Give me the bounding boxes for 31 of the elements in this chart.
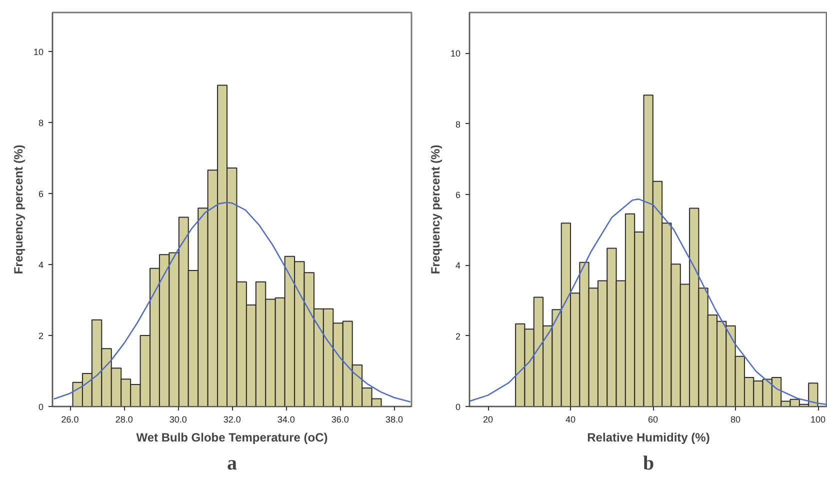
y-tick-label: 10 xyxy=(33,47,44,58)
x-axis-title: Relative Humidity (%) xyxy=(587,430,710,444)
y-tick-label: 10 xyxy=(450,48,461,59)
y-tick-label: 8 xyxy=(455,119,461,130)
text: b xyxy=(642,452,654,474)
x-tick-label: 38.0 xyxy=(385,414,403,424)
y-tick-label: 6 xyxy=(38,189,44,200)
x-axis-title: Wet Bulb Globe Temperature (oC) xyxy=(136,430,328,444)
y-tick-label: 6 xyxy=(455,190,461,200)
y-tick-label: 2 xyxy=(455,331,461,342)
y-tick-label: 0 xyxy=(38,402,44,412)
y-axis-title: Frequency percent (%) xyxy=(428,144,442,274)
x-tick-label: 80 xyxy=(730,414,741,424)
x-tick-label: 100 xyxy=(810,414,826,424)
y-tick-label: 4 xyxy=(455,260,461,271)
x-tick-label: 36.0 xyxy=(331,414,349,424)
x-tick-label: 32.0 xyxy=(223,414,241,424)
y-axis-title: Frequency percent (%) xyxy=(11,144,26,274)
y-tick-label: 2 xyxy=(38,331,44,342)
x-tick-label: 26.0 xyxy=(61,414,79,424)
x-tick-label: 28.0 xyxy=(115,414,133,424)
x-tick-label: 60 xyxy=(648,414,658,424)
y-tick-label: 8 xyxy=(38,118,44,128)
y-tick-label: 0 xyxy=(455,402,461,412)
x-tick-label: 40 xyxy=(566,414,576,424)
text: a xyxy=(227,452,237,474)
x-tick-label: 20 xyxy=(483,414,494,424)
line-series xyxy=(53,202,412,403)
x-tick-label: 34.0 xyxy=(277,414,295,424)
x-tick-label: 30.0 xyxy=(169,414,187,424)
y-tick-label: 4 xyxy=(38,260,44,270)
